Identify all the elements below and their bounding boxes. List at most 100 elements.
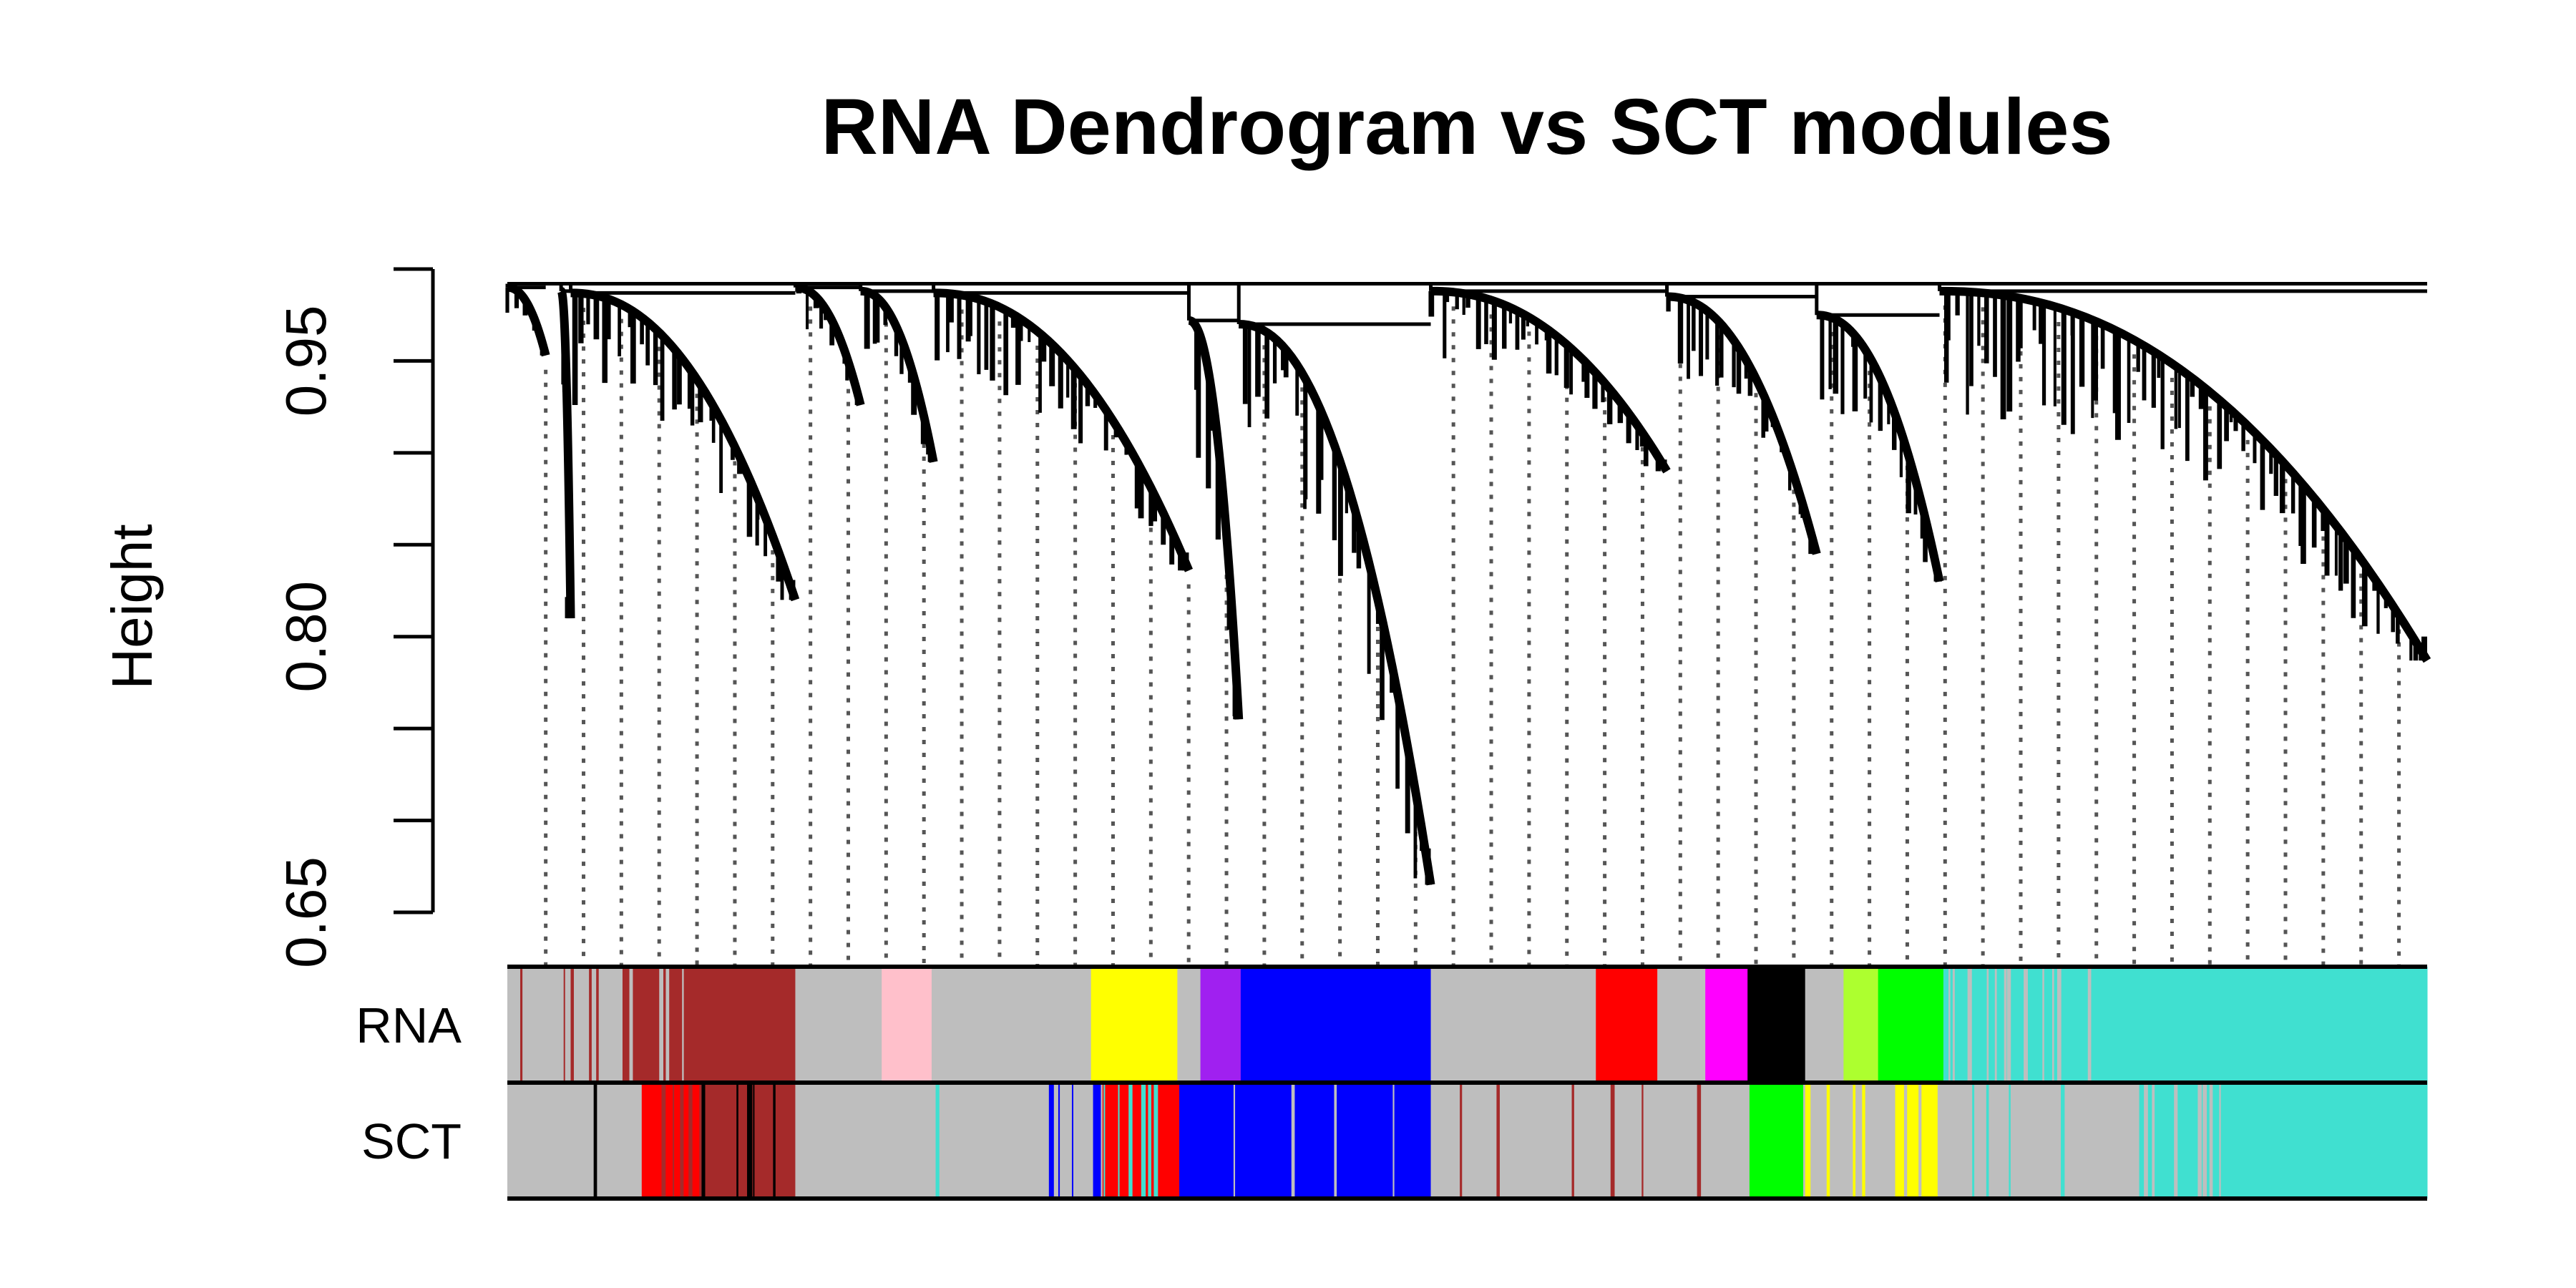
module-stripe: [1093, 1083, 1096, 1199]
module-segment: [1749, 1083, 1804, 1199]
module-stripe: [589, 967, 592, 1083]
module-stripe: [520, 967, 523, 1083]
cluster-branch: [1236, 283, 1435, 886]
module-stripe: [2152, 1083, 2155, 1199]
module-segment: [1179, 1083, 1432, 1199]
cluster-branch: [932, 283, 1193, 572]
module-segment: [1430, 1083, 1750, 1199]
cluster-branch: [1428, 283, 1671, 474]
module-stripe: [1972, 1083, 1975, 1199]
leaf-guide-lines: [544, 305, 2401, 967]
module-stripe: [2209, 1083, 2213, 1199]
module-segment: [1803, 1083, 1900, 1199]
module-stripe: [1571, 1083, 1574, 1199]
module-stripe: [1994, 967, 1997, 1083]
module-stripe: [701, 1083, 706, 1199]
module-stripe: [2024, 967, 2028, 1083]
module-segment: [931, 967, 1092, 1083]
module-stripe: [682, 967, 684, 1083]
module-stripe: [1496, 1083, 1500, 1199]
cluster-branch: [1815, 283, 1944, 582]
module-stripe: [753, 1083, 755, 1199]
y-axis: 0.65 0.80 0.95: [274, 267, 435, 968]
module-stripe: [689, 1083, 693, 1199]
cluster-spine: [507, 283, 550, 357]
module-stripe: [1969, 967, 1972, 1083]
cluster-branch: [859, 283, 938, 463]
module-stripe: [1058, 1083, 1060, 1199]
module-stripe: [2219, 1083, 2221, 1199]
cluster-branch: [1186, 283, 1244, 720]
y-tick-label: 0.95: [274, 306, 338, 417]
module-segment: [686, 967, 796, 1083]
module-segment: [1200, 967, 1241, 1083]
cluster-branch: [557, 283, 575, 619]
module-segment: [1805, 967, 1844, 1083]
module-stripe: [1148, 1083, 1151, 1199]
module-stripe: [1071, 1083, 1074, 1199]
module-segment: [1943, 967, 2102, 1083]
module-color-bars: RNA SCT: [356, 965, 2428, 1201]
module-segment: [795, 967, 882, 1083]
module-stripe: [1610, 1083, 1615, 1199]
module-stripe: [1986, 1083, 1989, 1199]
module-stripe: [2202, 1083, 2207, 1199]
module-segment: [1937, 1083, 2140, 1199]
module-segment: [2235, 1083, 2428, 1199]
color-row-label: SCT: [361, 1113, 462, 1169]
module-stripe: [1233, 1083, 1236, 1199]
module-stripe: [2144, 1083, 2148, 1199]
module-segment: [2100, 967, 2428, 1083]
color-row-label: RNA: [356, 997, 462, 1053]
cluster-branch: [505, 283, 550, 357]
module-stripe: [665, 967, 670, 1083]
cluster-branch: [1938, 283, 2431, 663]
module-segment: [1430, 967, 1596, 1083]
module-stripe: [1918, 1083, 1922, 1199]
module-stripe: [629, 967, 633, 1083]
module-segment: [622, 967, 687, 1083]
module-stripe: [673, 1083, 675, 1199]
module-segment: [507, 1083, 643, 1199]
module-stripe: [680, 1083, 684, 1199]
module-stripe: [1807, 1083, 1810, 1199]
color-row-rna: [507, 967, 2428, 1083]
module-stripe: [1948, 967, 1951, 1083]
module-stripe: [1095, 1083, 1098, 1199]
module-stripe: [1141, 1083, 1145, 1199]
module-stripe: [1103, 1083, 1106, 1199]
module-stripe: [596, 967, 599, 1083]
module-segment: [1878, 967, 1944, 1083]
module-stripe: [2061, 1083, 2065, 1199]
module-stripe: [935, 1083, 940, 1199]
module-stripe: [1153, 1083, 1158, 1199]
module-stripe: [2174, 1083, 2178, 1199]
cluster-spine: [1667, 292, 1821, 555]
module-stripe: [659, 967, 664, 1083]
cluster-branch: [569, 283, 800, 602]
module-stripe: [2087, 967, 2092, 1083]
module-stripe: [1641, 1083, 1644, 1199]
module-stripe: [2051, 967, 2054, 1083]
cluster-branch: [793, 283, 865, 406]
module-segment: [1240, 967, 1432, 1083]
y-tick-label: 0.65: [274, 857, 338, 968]
module-stripe: [2007, 967, 2011, 1083]
module-segment: [1091, 967, 1178, 1083]
module-stripe: [1967, 967, 1971, 1083]
module-stripe: [593, 1083, 597, 1199]
y-tick-label: 0.80: [274, 581, 338, 693]
module-stripe: [563, 967, 565, 1083]
module-stripe: [747, 1083, 749, 1199]
module-stripe: [1986, 967, 1989, 1083]
module-stripe: [661, 1083, 666, 1199]
module-segment: [1177, 967, 1201, 1083]
module-stripe: [1853, 1083, 1856, 1199]
module-stripe: [1862, 1083, 1865, 1199]
module-stripe: [2057, 967, 2062, 1083]
module-segment: [1747, 967, 1806, 1083]
module-stripe: [1334, 1083, 1337, 1199]
module-segment: [1102, 1083, 1180, 1199]
module-stripe: [570, 967, 574, 1083]
